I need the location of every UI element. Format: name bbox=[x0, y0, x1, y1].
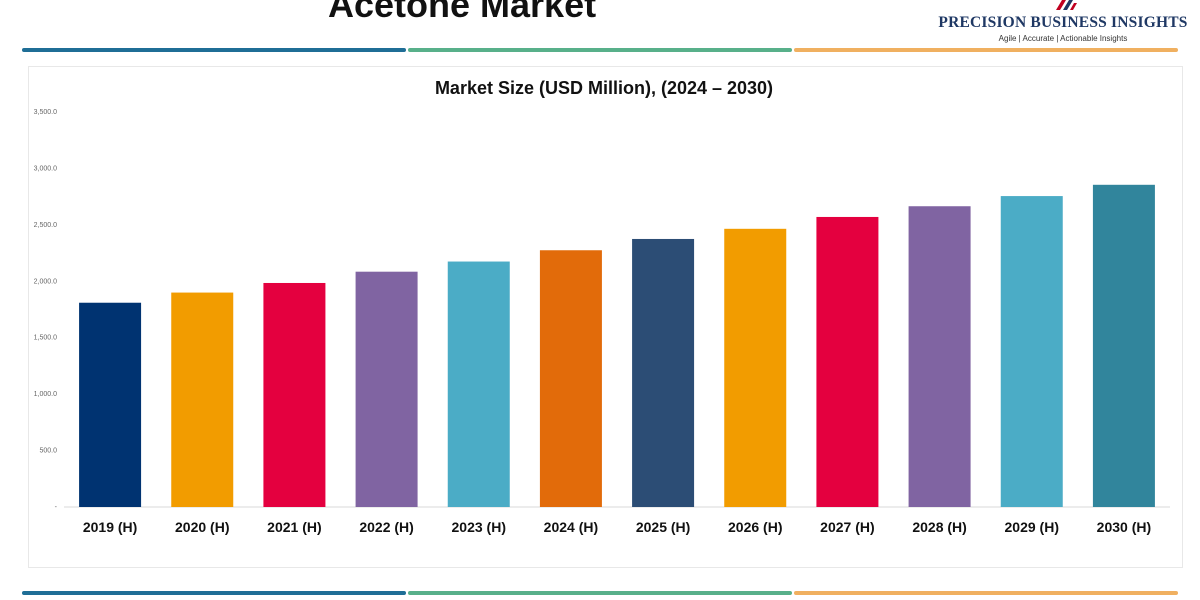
x-tick-label: 2024 (H) bbox=[544, 519, 598, 535]
top-rule-green bbox=[408, 48, 792, 52]
bar-2022 bbox=[355, 271, 418, 507]
x-tick-label: 2030 (H) bbox=[1097, 519, 1151, 535]
x-tick-label: 2026 (H) bbox=[728, 519, 782, 535]
bar-2023 bbox=[447, 261, 510, 507]
x-tick-label: 2027 (H) bbox=[820, 519, 874, 535]
logo-emblem-icon bbox=[1056, 0, 1077, 10]
bar-2030 bbox=[1092, 184, 1155, 508]
x-tick-label: 2023 (H) bbox=[452, 519, 506, 535]
y-tick-label: 2,500.0 bbox=[34, 222, 57, 229]
bottom-rule-green bbox=[408, 591, 792, 595]
y-tick-label: 2,000.0 bbox=[34, 278, 57, 285]
chart-title: Market Size (USD Million), (2024 – 2030) bbox=[434, 78, 774, 98]
bar-2026 bbox=[724, 228, 787, 508]
bar-2027 bbox=[816, 216, 879, 507]
bar-2029 bbox=[1000, 196, 1063, 508]
brand-tagline: Agile | Accurate | Actionable Insights bbox=[998, 34, 1128, 43]
bar-2024 bbox=[539, 250, 602, 507]
top-rule-blue bbox=[22, 48, 406, 52]
y-tick-label: 3,000.0 bbox=[34, 165, 57, 172]
x-tick-label: 2022 (H) bbox=[359, 519, 413, 535]
bar-2021 bbox=[263, 282, 326, 507]
page-title: Acetone Market bbox=[328, 0, 597, 25]
y-tick-label: 1,500.0 bbox=[34, 335, 57, 342]
top-rule-orange bbox=[794, 48, 1178, 52]
x-tick-label: 2021 (H) bbox=[267, 519, 321, 535]
bar-2020 bbox=[171, 292, 234, 507]
y-tick-label: 1,000.0 bbox=[34, 391, 57, 398]
bottom-rule-blue bbox=[22, 591, 406, 595]
bar-2019 bbox=[79, 302, 142, 507]
bar-2028 bbox=[908, 206, 971, 507]
x-tick-label: 2029 (H) bbox=[1005, 519, 1059, 535]
y-tick-label: - bbox=[55, 504, 58, 511]
x-tick-label: 2028 (H) bbox=[912, 519, 966, 535]
x-tick-label: 2020 (H) bbox=[175, 519, 229, 535]
y-tick-label: 3,500.0 bbox=[34, 109, 57, 116]
bottom-rule-orange bbox=[794, 591, 1178, 595]
brand-logo: PRECISION BUSINESS INSIGHTS Agile | Accu… bbox=[932, 0, 1194, 48]
brand-name: PRECISION BUSINESS INSIGHTS bbox=[938, 14, 1188, 31]
x-tick-label: 2025 (H) bbox=[636, 519, 690, 535]
x-tick-label: 2019 (H) bbox=[83, 519, 137, 535]
y-tick-label: 500.0 bbox=[39, 448, 57, 455]
bar-2025 bbox=[632, 238, 695, 507]
